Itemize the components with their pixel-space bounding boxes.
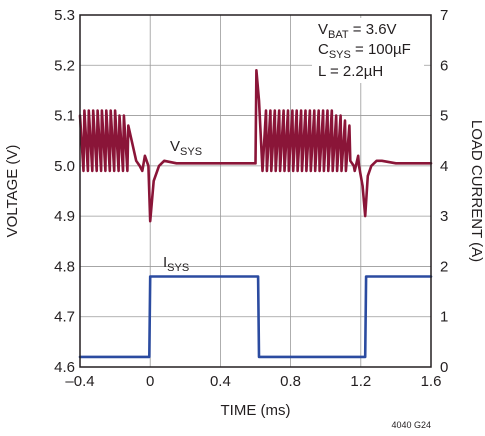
isys-label-main: I (163, 254, 167, 271)
conditions-box: VBAT = 3.6V CSYS = 100µF L = 2.2µH (312, 18, 424, 83)
csys-value: = 100µF (351, 41, 411, 58)
y-left-tick-label: 4.7 (54, 309, 75, 326)
y-right-tick-label: 2 (440, 258, 448, 275)
x-tick-label: 0 (146, 373, 154, 390)
y-left-tick-label: 5.1 (54, 108, 75, 125)
x-tick-label: 1.6 (421, 373, 442, 390)
y-left-tick-label: 4.8 (54, 258, 75, 275)
y-right-tick-label: 0 (440, 359, 448, 376)
y-left-tick-label: 4.9 (54, 208, 75, 225)
vsys-series-label: VSYS (170, 138, 202, 158)
vbat-sub: BAT (328, 29, 349, 41)
y-left-tick-label: 4.6 (54, 359, 75, 376)
x-axis-title: TIME (ms) (221, 402, 291, 419)
condition-inductor: L = 2.2µH (318, 63, 383, 80)
vsys-label-main: V (170, 138, 180, 155)
y-right-tick-label: 6 (440, 57, 448, 74)
x-tick-label: 0.4 (210, 373, 231, 390)
condition-vbat: VBAT = 3.6V (318, 21, 397, 41)
y-right-tick-label: 4 (440, 158, 448, 175)
plot-frame (79, 14, 432, 368)
csys-main: C (318, 41, 329, 58)
conditions-box-background (312, 18, 424, 83)
series-layer (78, 69, 433, 359)
isys-label-sub: SYS (167, 262, 189, 274)
csys-sub: SYS (329, 49, 351, 61)
isys-series-line (78, 275, 433, 359)
vsys-label-sub: SYS (180, 146, 202, 158)
y-right-tick-label: 5 (440, 108, 448, 125)
y-axis-title-right: LOAD CURRENT (A) (468, 120, 485, 262)
x-tick-label: 1.2 (350, 373, 371, 390)
y-right-tick-label: 3 (440, 208, 448, 225)
y-axis-title-left: VOLTAGE (V) (4, 145, 21, 238)
isys-series-label: ISYS (163, 254, 189, 274)
vsys-series-line (78, 69, 433, 223)
x-tick-label: –0.4 (65, 373, 94, 390)
y-right-tick-label: 1 (440, 309, 448, 326)
vbat-value: = 3.6V (349, 21, 397, 38)
y-left-tick-label: 5.3 (54, 7, 75, 24)
tick-layer: –0.4 0 0.4 0.8 1.2 1.6 4.6 4.7 4.8 4.9 5.0 5.1 5.2 5.… (54, 7, 448, 390)
figure-id: 4040 G24 (391, 420, 431, 430)
y-left-tick-label: 5.0 (54, 158, 75, 175)
x-tick-label: 0.8 (280, 373, 301, 390)
condition-csys: CSYS = 100µF (318, 41, 411, 61)
y-left-tick-label: 5.2 (54, 57, 75, 74)
y-right-tick-label: 7 (440, 7, 448, 24)
vbat-main: V (318, 21, 328, 38)
